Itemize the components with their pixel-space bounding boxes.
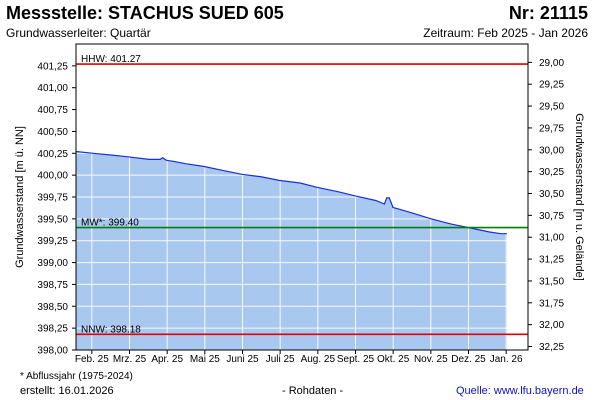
created-date: erstellt: 16.01.2026 (20, 385, 114, 397)
y-tick-label-right: 31,50 (539, 276, 564, 287)
x-tick-label: Juli 25 (266, 354, 295, 365)
x-tick-label: Mai 25 (190, 354, 220, 365)
x-tick-label: Okt. 25 (377, 354, 410, 365)
y-tick-label-left: 398,00 (37, 346, 68, 357)
source-label: Quelle: www.lfu.bayern.de (456, 385, 584, 397)
y-tick-label-left: 398,75 (37, 280, 68, 291)
x-tick-label: Apr. 25 (151, 354, 183, 365)
y-tick-label-right: 32,25 (539, 342, 564, 353)
y-tick-label-left: 398,25 (37, 324, 68, 335)
y-tick-label-left: 399,75 (37, 193, 68, 204)
y-tick-label-left: 399,25 (37, 236, 68, 247)
x-tick-label: Jan. 26 (490, 354, 523, 365)
x-tick-label: Nov. 25 (414, 354, 448, 365)
y-tick-label-right: 29,50 (539, 102, 564, 113)
y-tick-label-left: 401,00 (37, 83, 68, 94)
reference-line-label: NNW: 398.18 (81, 324, 141, 335)
reference-line-label: MW*: 399.40 (81, 218, 139, 229)
y-tick-label-left: 399,50 (37, 214, 68, 225)
source-prefix: Quelle: (456, 385, 494, 397)
y-tick-label-left: 401,25 (37, 61, 68, 72)
x-tick-label: Dez. 25 (451, 354, 486, 365)
x-tick-label: Aug. 25 (301, 354, 336, 365)
source-link[interactable]: www.lfu.bayern.de (493, 385, 584, 397)
raw-data-label: - Rohdaten - (282, 385, 344, 397)
station-number: Nr: 21115 (508, 3, 588, 23)
y-tick-label-left: 400,25 (37, 149, 68, 160)
x-tick-label: Mrz. 25 (113, 354, 147, 365)
x-tick-label: Juni 25 (226, 354, 259, 365)
y-tick-label-right: 30,50 (539, 189, 564, 200)
y-tick-label-left: 400,75 (37, 105, 68, 116)
y-tick-label-right: 30,75 (539, 211, 564, 222)
series-area (76, 151, 507, 350)
page-title: Messstelle: STACHUS SUED 605 (6, 3, 284, 23)
y-axis-label-left: Grundwasserstand [m ü. NN] (14, 126, 26, 268)
y-tick-label-right: 32,00 (539, 320, 564, 331)
y-tick-label-left: 398,50 (37, 302, 68, 313)
series-line (75, 150, 507, 235)
y-tick-label-left: 400,50 (37, 127, 68, 138)
aquifer-subtitle: Grundwasserleiter: Quartär (6, 26, 151, 40)
y-tick-label-right: 30,25 (539, 167, 564, 178)
reference-line-label: HHW: 401.27 (81, 54, 141, 65)
y-tick-label-left: 399,00 (37, 258, 68, 269)
y-tick-label-right: 31,25 (539, 255, 564, 266)
x-tick-label: Sept. 25 (337, 354, 375, 365)
y-tick-label-right: 30,00 (539, 145, 564, 156)
y-tick-label-right: 29,75 (539, 123, 564, 134)
y-axis-label-right: Grundwasserstand [m u. Gelände] (573, 113, 585, 281)
footnote: * Abflussjahr (1975-2024) (20, 371, 133, 382)
y-tick-label-right: 31,00 (539, 233, 564, 244)
y-tick-label-right: 29,25 (539, 80, 564, 91)
y-tick-label-right: 31,75 (539, 298, 564, 309)
y-tick-label-right: 29,00 (539, 58, 564, 69)
period-label: Zeitraum: Feb 2025 - Jan 2026 (423, 26, 588, 40)
x-tick-label: Feb. 25 (75, 354, 109, 365)
y-tick-label-left: 400,00 (37, 171, 68, 182)
